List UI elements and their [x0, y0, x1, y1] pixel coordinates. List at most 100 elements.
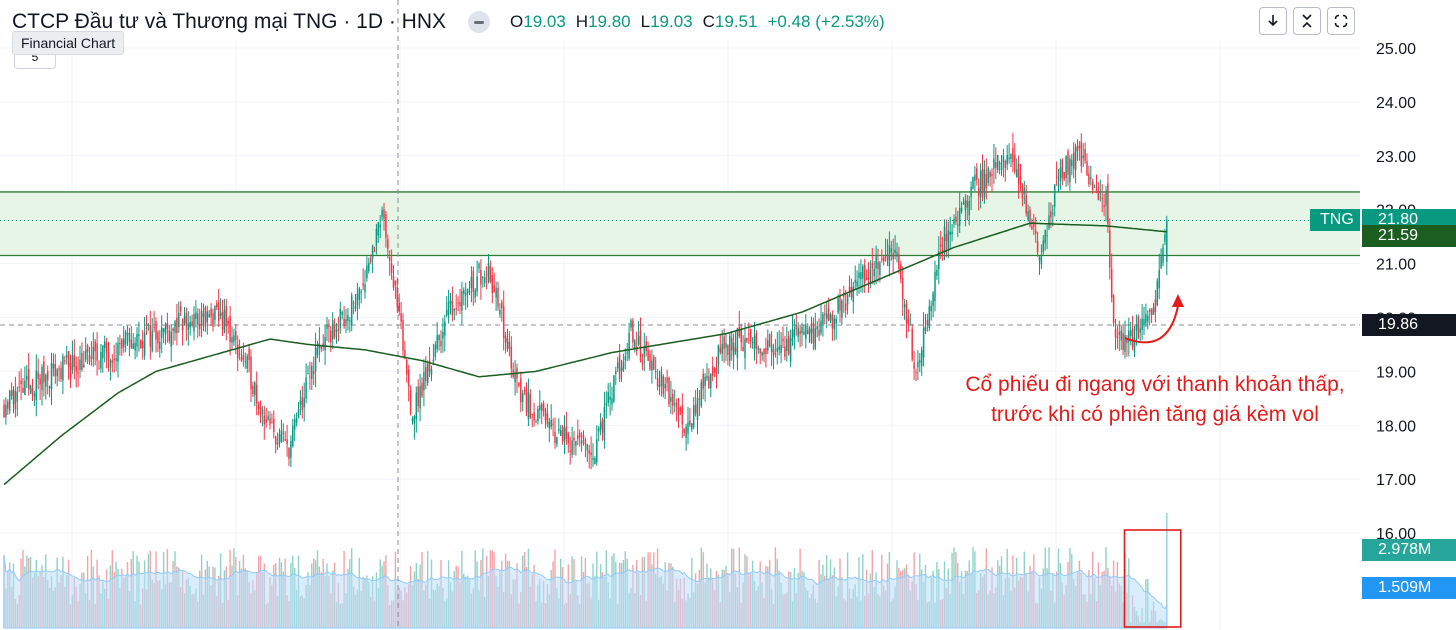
candle-body	[594, 458, 596, 465]
candle-body	[210, 308, 212, 317]
candle-body	[1162, 247, 1164, 264]
candle-body	[75, 366, 77, 372]
candle-body	[856, 280, 858, 287]
candle-body	[60, 367, 62, 379]
candle-body	[675, 402, 678, 407]
candle-body	[976, 168, 978, 180]
candle-body	[689, 420, 691, 425]
candle-body	[159, 342, 161, 349]
candle-body	[696, 398, 699, 420]
candle-body	[554, 431, 556, 443]
candle-body	[755, 332, 758, 349]
change-value: +0.48 (+2.53%)	[767, 12, 885, 31]
candle-body	[542, 403, 545, 411]
candle-body	[1139, 328, 1141, 333]
candle-body	[331, 320, 334, 340]
volume-pane	[3, 513, 1168, 629]
candle-body	[734, 347, 737, 352]
candle-body	[920, 350, 923, 366]
candle-body	[288, 447, 290, 459]
candle-body	[1076, 146, 1079, 152]
candle-body	[26, 376, 28, 380]
candle-body	[273, 418, 275, 433]
candle-body	[487, 263, 490, 283]
resistance-zone	[0, 191, 1360, 257]
candle-body	[563, 428, 566, 442]
candle-body	[312, 371, 315, 374]
candle-body	[871, 263, 874, 269]
candle-body	[1114, 329, 1117, 338]
candle-body	[1095, 187, 1098, 193]
candle-body	[529, 394, 532, 418]
candle-body	[1023, 188, 1026, 194]
candle-body	[107, 351, 110, 362]
candle-body	[685, 426, 687, 438]
candle-body	[531, 414, 533, 416]
candle-body	[924, 326, 927, 331]
candle-body	[844, 303, 847, 311]
candle-body	[981, 169, 984, 192]
price-axis[interactable]: 25.0024.0023.0022.0021.0020.0019.0018.00…	[1376, 41, 1416, 543]
candle-body	[362, 283, 364, 286]
candle-body	[649, 354, 651, 370]
candle-body	[1109, 230, 1111, 268]
candle-body	[527, 391, 530, 419]
candle-body	[1048, 215, 1050, 229]
candle-body	[761, 352, 763, 356]
collapse-button[interactable]	[1293, 7, 1321, 35]
candle-body	[1128, 330, 1130, 343]
candle-body	[485, 274, 488, 276]
candle-body	[808, 327, 811, 342]
candle-body	[632, 320, 634, 343]
candle-body	[252, 385, 254, 394]
candle-body	[482, 277, 484, 279]
candle-body	[347, 315, 349, 321]
candle-body	[290, 441, 292, 458]
candle-body	[140, 339, 142, 348]
candle-body	[193, 313, 195, 332]
y-tick-label: 17.00	[1376, 472, 1416, 489]
candle-body	[73, 355, 76, 368]
candle-body	[432, 359, 435, 363]
candle-body	[508, 342, 511, 349]
candle-body	[1055, 176, 1058, 179]
candle-body	[1033, 223, 1035, 227]
candle-body	[732, 342, 735, 356]
candle-body	[204, 307, 207, 327]
candle-body	[806, 330, 809, 335]
candle-body	[905, 303, 908, 324]
candle-body	[229, 315, 231, 342]
low-value: 19.03	[650, 12, 693, 31]
candle-body	[451, 300, 454, 316]
candle-body	[337, 328, 340, 332]
fullscreen-button[interactable]	[1327, 7, 1355, 35]
candle-body	[1105, 190, 1107, 206]
candle-body	[835, 318, 837, 324]
candle-body	[407, 369, 410, 387]
candle-body	[48, 386, 51, 389]
candle-body	[679, 407, 682, 412]
candle-body	[1012, 147, 1014, 163]
candle-body	[928, 306, 931, 329]
candle-body	[1010, 154, 1012, 159]
candle-body	[1118, 331, 1121, 336]
candle-body	[1078, 145, 1081, 149]
candle-body	[426, 364, 429, 384]
candle-body	[119, 342, 121, 345]
candle-body	[520, 378, 522, 403]
candle-body	[1015, 169, 1018, 177]
candle-body	[419, 386, 421, 409]
candle-body	[744, 338, 746, 358]
candle-body	[892, 253, 894, 260]
candle-body	[390, 263, 393, 274]
download-button[interactable]	[1259, 7, 1287, 35]
collapse-legend-button[interactable]	[468, 11, 490, 33]
candle-body	[814, 328, 817, 349]
candle-body	[425, 367, 427, 381]
candle-body	[700, 381, 703, 406]
candle-body	[896, 252, 898, 257]
candle-body	[907, 318, 910, 325]
candle-body	[550, 419, 552, 427]
candle-body	[702, 373, 704, 389]
